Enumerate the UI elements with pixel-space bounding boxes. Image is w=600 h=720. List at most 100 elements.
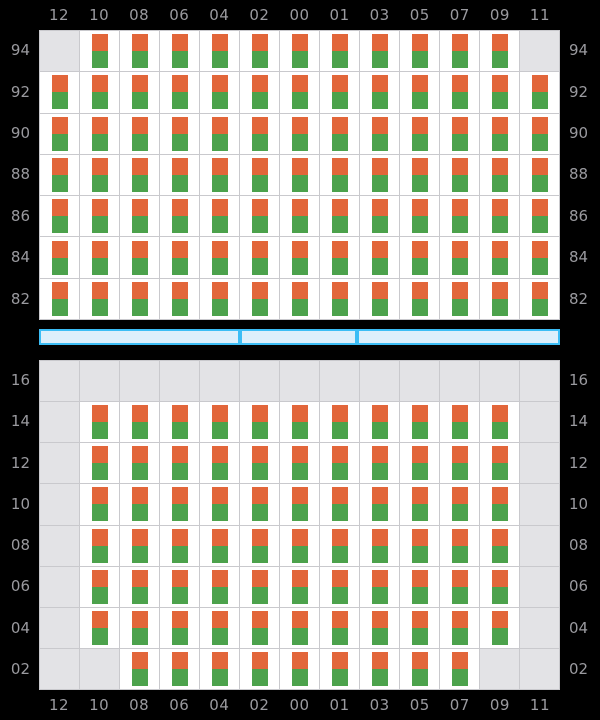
top-chart-cell[interactable] [240, 155, 279, 195]
bottom-chart-cell[interactable] [440, 443, 479, 483]
top-chart-cell[interactable] [360, 196, 399, 236]
top-chart-cell[interactable] [440, 196, 479, 236]
bottom-chart-cell[interactable] [280, 608, 319, 648]
bottom-chart-cell-empty[interactable] [40, 402, 79, 442]
top-chart-cell[interactable] [320, 237, 359, 277]
bottom-chart-cell[interactable] [320, 484, 359, 524]
top-chart-cell[interactable] [320, 31, 359, 71]
bottom-chart-cell[interactable] [120, 567, 159, 607]
top-chart-cell[interactable] [440, 114, 479, 154]
top-chart-cell[interactable] [160, 114, 199, 154]
bottom-chart-cell-empty[interactable] [520, 443, 559, 483]
bottom-chart-cell-empty[interactable] [160, 361, 199, 401]
top-chart-cell[interactable] [480, 72, 519, 112]
bottom-chart-cell[interactable] [80, 526, 119, 566]
top-chart-cell[interactable] [280, 72, 319, 112]
top-chart-cell[interactable] [240, 114, 279, 154]
top-chart-cell[interactable] [280, 31, 319, 71]
bottom-chart-cell-empty[interactable] [440, 361, 479, 401]
top-chart-cell-empty[interactable] [40, 31, 79, 71]
top-chart-cell[interactable] [400, 279, 439, 319]
bottom-chart-cell-empty[interactable] [40, 484, 79, 524]
bottom-chart-cell-empty[interactable] [520, 484, 559, 524]
bottom-chart-cell[interactable] [400, 484, 439, 524]
bottom-chart-cell-empty[interactable] [40, 608, 79, 648]
top-chart-cell[interactable] [520, 237, 559, 277]
bottom-chart-cell[interactable] [440, 402, 479, 442]
bottom-chart-cell[interactable] [480, 526, 519, 566]
top-chart-cell[interactable] [200, 237, 239, 277]
range-selector[interactable] [39, 329, 560, 345]
top-chart-cell[interactable] [440, 237, 479, 277]
top-chart-cell[interactable] [320, 72, 359, 112]
top-chart-cell[interactable] [120, 237, 159, 277]
bottom-chart-cell[interactable] [440, 649, 479, 689]
top-chart-cell[interactable] [200, 279, 239, 319]
top-chart-cell[interactable] [120, 196, 159, 236]
bottom-chart-cell-empty[interactable] [400, 361, 439, 401]
top-chart-cell[interactable] [520, 114, 559, 154]
top-chart-cell[interactable] [320, 196, 359, 236]
top-chart-cell[interactable] [400, 237, 439, 277]
top-chart-cell[interactable] [360, 155, 399, 195]
bottom-chart-cell[interactable] [120, 649, 159, 689]
top-chart-cell[interactable] [40, 72, 79, 112]
bottom-chart-cell[interactable] [360, 443, 399, 483]
bottom-chart-cell[interactable] [280, 649, 319, 689]
bottom-chart-cell[interactable] [480, 484, 519, 524]
bottom-chart-cell[interactable] [400, 402, 439, 442]
bottom-chart-cell[interactable] [240, 402, 279, 442]
bottom-chart-cell[interactable] [240, 443, 279, 483]
bottom-chart-cell[interactable] [240, 649, 279, 689]
top-chart-cell[interactable] [320, 155, 359, 195]
bottom-chart-cell[interactable] [240, 484, 279, 524]
top-chart-cell[interactable] [40, 196, 79, 236]
bottom-chart-cell[interactable] [160, 484, 199, 524]
top-chart-cell[interactable] [520, 72, 559, 112]
top-chart-cell[interactable] [240, 196, 279, 236]
top-chart-cell[interactable] [440, 279, 479, 319]
bottom-chart-cell-empty[interactable] [360, 361, 399, 401]
bottom-chart-cell-empty[interactable] [520, 361, 559, 401]
bottom-chart-cell[interactable] [120, 608, 159, 648]
top-chart-cell[interactable] [520, 196, 559, 236]
top-chart-cell[interactable] [200, 72, 239, 112]
bottom-chart-cell-empty[interactable] [280, 361, 319, 401]
bottom-chart-cell[interactable] [480, 608, 519, 648]
bottom-chart-cell[interactable] [200, 567, 239, 607]
top-chart-cell[interactable] [360, 237, 399, 277]
bottom-chart-cell[interactable] [80, 567, 119, 607]
top-chart-cell[interactable] [320, 114, 359, 154]
bottom-chart-cell[interactable] [360, 567, 399, 607]
bottom-chart-cell-empty[interactable] [80, 649, 119, 689]
bottom-chart-cell-empty[interactable] [40, 567, 79, 607]
bottom-chart-cell[interactable] [240, 608, 279, 648]
top-chart-cell[interactable] [280, 114, 319, 154]
bottom-chart-cell-empty[interactable] [520, 402, 559, 442]
bottom-chart-cell[interactable] [400, 443, 439, 483]
bottom-chart-cell-empty[interactable] [120, 361, 159, 401]
top-chart-cell[interactable] [440, 31, 479, 71]
bottom-chart-cell[interactable] [280, 484, 319, 524]
top-chart-cell[interactable] [200, 114, 239, 154]
bottom-chart-cell[interactable] [320, 608, 359, 648]
top-chart-cell[interactable] [320, 279, 359, 319]
top-chart-cell[interactable] [280, 237, 319, 277]
top-chart-cell[interactable] [160, 72, 199, 112]
bottom-chart-cell[interactable] [160, 567, 199, 607]
bottom-chart-cell[interactable] [120, 443, 159, 483]
top-chart-cell[interactable] [160, 237, 199, 277]
top-chart-cell[interactable] [360, 114, 399, 154]
top-chart-cell[interactable] [360, 31, 399, 71]
top-chart-cell[interactable] [480, 237, 519, 277]
bottom-chart-cell-empty[interactable] [240, 361, 279, 401]
bottom-chart-cell-empty[interactable] [480, 649, 519, 689]
bottom-chart-cell[interactable] [440, 526, 479, 566]
bottom-chart-cell[interactable] [80, 443, 119, 483]
top-chart-cell[interactable] [40, 237, 79, 277]
top-chart-cell[interactable] [40, 279, 79, 319]
bottom-chart-cell[interactable] [480, 402, 519, 442]
top-chart-cell[interactable] [80, 196, 119, 236]
top-chart-cell[interactable] [40, 155, 79, 195]
top-chart-cell[interactable] [160, 155, 199, 195]
